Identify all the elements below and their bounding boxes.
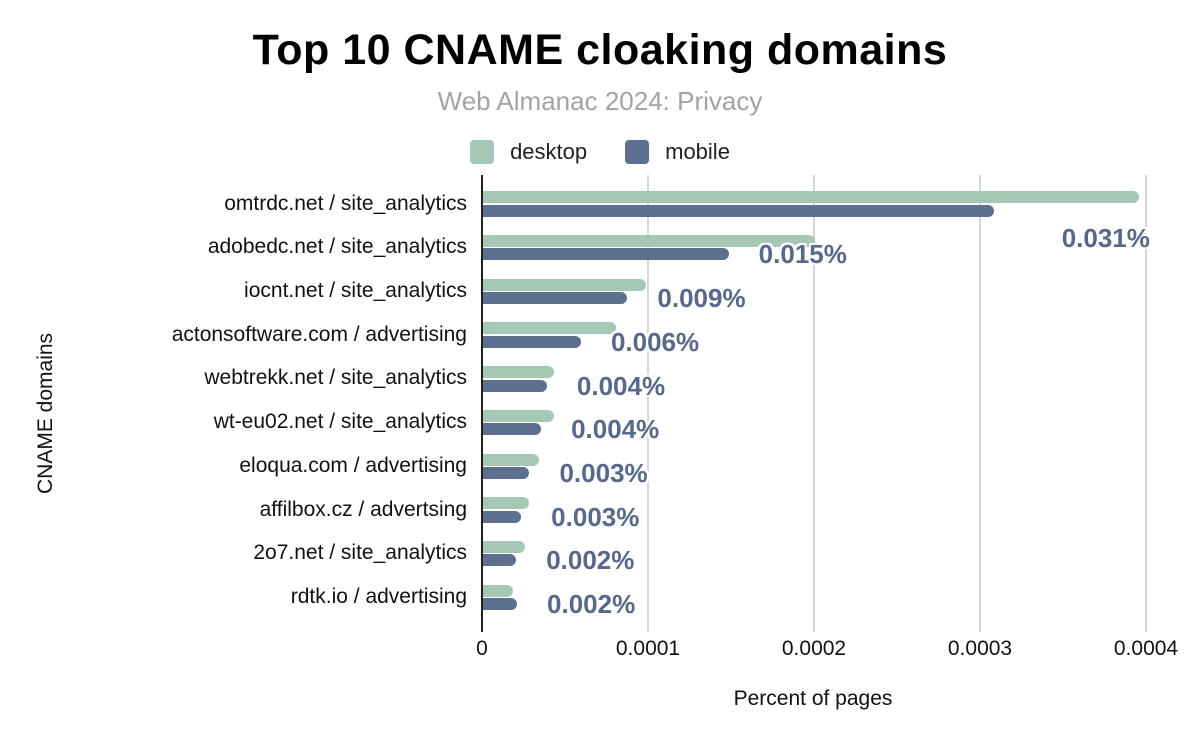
bar-desktop[interactable]: [483, 584, 513, 597]
bar-mobile[interactable]: [483, 204, 995, 217]
data-label: 0.031%: [1061, 222, 1150, 253]
category-label: 2o7.net / site_analytics: [253, 541, 467, 565]
axis-tick: [979, 626, 981, 632]
x-tick-label: 0.0003: [947, 637, 1013, 660]
gridline: [979, 175, 981, 626]
bar-mobile[interactable]: [483, 466, 530, 479]
legend-item-desktop[interactable]: desktop: [470, 139, 587, 165]
bar-mobile[interactable]: [483, 510, 522, 523]
bar-mobile[interactable]: [483, 598, 518, 610]
bar-desktop[interactable]: [483, 278, 646, 291]
data-label: 0.003%: [551, 501, 640, 532]
mobile-swatch-icon: [625, 140, 650, 164]
category-label: wt-eu02.net / site_analytics: [213, 410, 467, 434]
data-label: 0.006%: [610, 326, 700, 357]
legend-label-mobile: mobile: [665, 139, 730, 164]
gridline: [813, 175, 815, 626]
bar-desktop[interactable]: [483, 235, 815, 247]
bar-mobile[interactable]: [483, 248, 729, 261]
data-label: 0.009%: [657, 283, 746, 314]
bar-desktop[interactable]: [483, 453, 540, 466]
x-axis-title: Percent of pages: [733, 687, 893, 710]
bar-mobile[interactable]: [483, 554, 517, 567]
bar-mobile[interactable]: [483, 292, 628, 305]
category-label: webtrekk.net / site_analytics: [204, 366, 467, 390]
chart-title: Top 10 CNAME cloaking domains: [252, 26, 948, 74]
legend-item-mobile[interactable]: mobile: [625, 139, 730, 165]
data-label: 0.003%: [559, 457, 648, 488]
gridline: [1145, 175, 1147, 626]
x-tick-label: 0.0001: [615, 637, 681, 660]
legend: desktop mobile: [0, 139, 1200, 165]
desktop-swatch-icon: [470, 140, 495, 164]
y-axis-line: [481, 175, 483, 632]
bar-desktop[interactable]: [483, 366, 554, 379]
data-label: 0.015%: [758, 239, 847, 270]
gridline: [647, 175, 649, 626]
data-label: 0.002%: [546, 545, 635, 576]
data-label: 0.004%: [571, 414, 660, 445]
legend-label-desktop: desktop: [510, 139, 588, 164]
category-label: eloqua.com / advertising: [239, 453, 467, 477]
category-label: affilbox.cz / advertsing: [259, 497, 467, 521]
bar-desktop[interactable]: [483, 497, 530, 510]
chart-subtitle: Web Almanac 2024: Privacy: [437, 86, 763, 116]
category-label: omtrdc.net / site_analytics: [224, 191, 467, 215]
bar-desktop[interactable]: [483, 191, 1139, 204]
axis-tick: [647, 626, 649, 632]
bar-desktop[interactable]: [483, 409, 555, 422]
x-tick-label: 0.0004: [1113, 637, 1179, 660]
category-label: iocnt.net / site_analytics: [244, 279, 467, 302]
bar-mobile[interactable]: [483, 335, 581, 348]
data-label: 0.004%: [576, 370, 666, 401]
y-axis-title: CNAME domains: [34, 332, 57, 494]
category-label: rdtk.io / advertising: [290, 584, 467, 608]
axis-tick: [813, 626, 815, 632]
bar-desktop[interactable]: [483, 322, 616, 335]
category-label: adobedc.net / site_analytics: [207, 235, 467, 259]
x-tick-label: 0.0002: [781, 637, 847, 660]
data-label: 0.002%: [547, 589, 636, 619]
bar-mobile[interactable]: [483, 423, 542, 436]
axis-tick: [1145, 626, 1147, 632]
bar-mobile[interactable]: [483, 379, 547, 392]
category-label: actonsoftware.com / advertising: [171, 322, 467, 346]
x-tick-label: 0: [476, 637, 488, 660]
bar-desktop[interactable]: [483, 540, 525, 553]
